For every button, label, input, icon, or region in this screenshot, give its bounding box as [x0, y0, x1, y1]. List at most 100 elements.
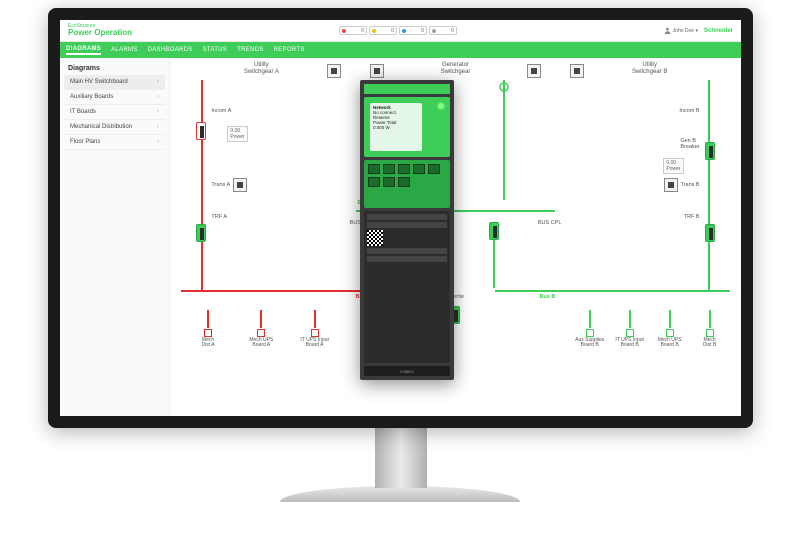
alarm-pill-other[interactable]: 0 [429, 26, 457, 35]
diagram-sidebar: Diagrams Main HV Switchboard › Auxiliary … [60, 58, 170, 416]
device-info-panel [364, 211, 450, 363]
header-right: John Doe ▾ Schneider [664, 27, 733, 34]
sidebar-item-auxiliary[interactable]: Auxiliary Boards › [64, 90, 165, 105]
breaker-gen-b[interactable] [705, 142, 715, 160]
wire [708, 80, 710, 290]
generator-icon [499, 82, 509, 92]
info-line [367, 256, 447, 262]
chevron-right-icon: › [157, 139, 159, 145]
label-bus-b: Bus B [540, 294, 556, 300]
info-line [367, 248, 447, 254]
primary-nav: DIAGRAMS ALARMS DASHBOARDS STATUS TRENDS… [60, 42, 741, 58]
meter-icon[interactable] [570, 64, 584, 78]
user-menu[interactable]: John Doe ▾ [664, 27, 698, 34]
kw-badge-a: 0.00 Power [227, 126, 247, 142]
app-header: EcoStruxure Power Operation 0 0 0 0 John… [60, 20, 741, 42]
column-utility-b: Utility Switchgear B Incom B Gen B Break… [570, 62, 730, 416]
load-mech-dist-a[interactable]: Mech Dist A [193, 310, 223, 348]
chevron-right-icon: › [157, 109, 159, 115]
wire [493, 240, 495, 288]
wire [201, 80, 203, 290]
label-gen-b-breaker: Gen B Breaker [680, 138, 699, 150]
alarm-pill-critical[interactable]: 0 [339, 26, 367, 35]
sidebar-item-it-boards[interactable]: IT Boards › [64, 105, 165, 120]
tab-alarms[interactable]: ALARMS [111, 47, 137, 53]
meter-icon[interactable] [327, 64, 341, 78]
tab-diagrams[interactable]: DIAGRAMS [66, 46, 101, 55]
port-icon [368, 177, 380, 187]
tab-status[interactable]: STATUS [203, 47, 228, 53]
column-utility-a: Utility Switchgear A Incom A 0.00 Power … [181, 62, 341, 416]
info-line [367, 222, 447, 228]
label-incomer-b: Incom B [679, 108, 699, 114]
device-footer: 0 000 0 [364, 366, 450, 376]
label-incomer-a: Incom A [211, 108, 231, 114]
meter-icon[interactable] [527, 64, 541, 78]
port-icon [368, 164, 380, 174]
wire [503, 80, 505, 200]
breaker-bus-cpl-b[interactable] [489, 222, 499, 240]
chevron-right-icon: › [157, 94, 159, 100]
monitor-stand-base [280, 486, 520, 502]
sidebar-item-label: IT Boards [70, 109, 96, 115]
label-trans-b: Trans B [681, 182, 700, 188]
device-face: Network No connect. Reserve Power Total … [364, 97, 450, 157]
sidebar-title: Diagrams [64, 62, 165, 75]
status-led-icon [438, 103, 444, 109]
qr-code-icon [367, 230, 383, 246]
label-trans-a: Trans A [211, 182, 230, 188]
sidebar-item-label: Floor Plans [70, 139, 100, 145]
source-label-generator: Generator Switchgear [376, 62, 536, 75]
alarm-pill-info[interactable]: 0 [399, 26, 427, 35]
sidebar-item-mechanical[interactable]: Mechanical Distribution › [64, 120, 165, 135]
tab-reports[interactable]: REPORTS [274, 47, 305, 53]
sidebar-item-main-hv[interactable]: Main HV Switchboard › [64, 75, 165, 90]
app-screen: EcoStruxure Power Operation 0 0 0 0 John… [60, 20, 741, 416]
source-label-utility-b: Utility Switchgear B [570, 62, 730, 75]
load-aux-supplies-b[interactable]: Aux Supplies Board B [575, 310, 605, 348]
port-icon [428, 164, 440, 174]
load-mech-ups-b[interactable]: Mech UPS Board B [655, 310, 685, 348]
port-icon [413, 164, 425, 174]
user-label: John Doe ▾ [673, 28, 698, 34]
chevron-right-icon: › [157, 124, 159, 130]
load-it-ups-a[interactable]: IT UPS Input Board A [300, 310, 330, 348]
vendor-logo: Schneider [704, 28, 733, 34]
alarm-pill-warning[interactable]: 0 [369, 26, 397, 35]
load-it-ups-b[interactable]: IT UPS Input Board B [615, 310, 645, 348]
device-detail-popup[interactable]: Network No connect. Reserve Power Total … [360, 80, 454, 380]
info-line [367, 214, 447, 220]
brand-block: EcoStruxure Power Operation [68, 24, 132, 37]
port-icon [383, 177, 395, 187]
meter-icon[interactable] [664, 178, 678, 192]
kw-badge-b: 0.00 Power [663, 158, 683, 174]
monitor-stand-neck [375, 428, 427, 488]
device-lcd: Network No connect. Reserve Power Total … [370, 103, 422, 151]
label-bus-cpl-b: BUS CPL [538, 220, 562, 226]
load-mech-ups-a[interactable]: Mech UPS Board A [246, 310, 276, 348]
tab-dashboards[interactable]: DASHBOARDS [148, 47, 193, 53]
monitor-frame: EcoStruxure Power Operation 0 0 0 0 John… [48, 8, 753, 428]
bus-b-right [560, 290, 730, 292]
meter-icon[interactable] [233, 178, 247, 192]
breaker-trf-a[interactable] [196, 224, 206, 242]
label-trf-b: TRF B [684, 214, 700, 220]
source-label-utility-a: Utility Switchgear A [181, 62, 341, 75]
breaker-trf-b[interactable] [705, 224, 715, 242]
sidebar-item-label: Auxiliary Boards [70, 94, 113, 100]
sidebar-item-floor-plans[interactable]: Floor Plans › [64, 135, 165, 150]
device-header-strip [364, 84, 450, 94]
diagram-canvas[interactable]: Utility Switchgear A Incom A 0.00 Power … [170, 58, 741, 416]
alarm-summary: 0 0 0 0 [132, 26, 664, 35]
brand-line-2: Power Operation [68, 29, 132, 37]
label-trf-a: TRF A [211, 214, 227, 220]
sidebar-item-label: Main HV Switchboard [70, 79, 128, 85]
tab-trends[interactable]: TRENDS [237, 47, 263, 53]
sidebar-item-label: Mechanical Distribution [70, 124, 132, 130]
breaker-incomer-a[interactable] [196, 122, 206, 140]
chevron-right-icon: › [157, 79, 159, 85]
device-port-block [364, 160, 450, 208]
load-mech-dist-b[interactable]: Mech Dist B [695, 310, 725, 348]
port-icon [398, 177, 410, 187]
meter-icon[interactable] [370, 64, 384, 78]
